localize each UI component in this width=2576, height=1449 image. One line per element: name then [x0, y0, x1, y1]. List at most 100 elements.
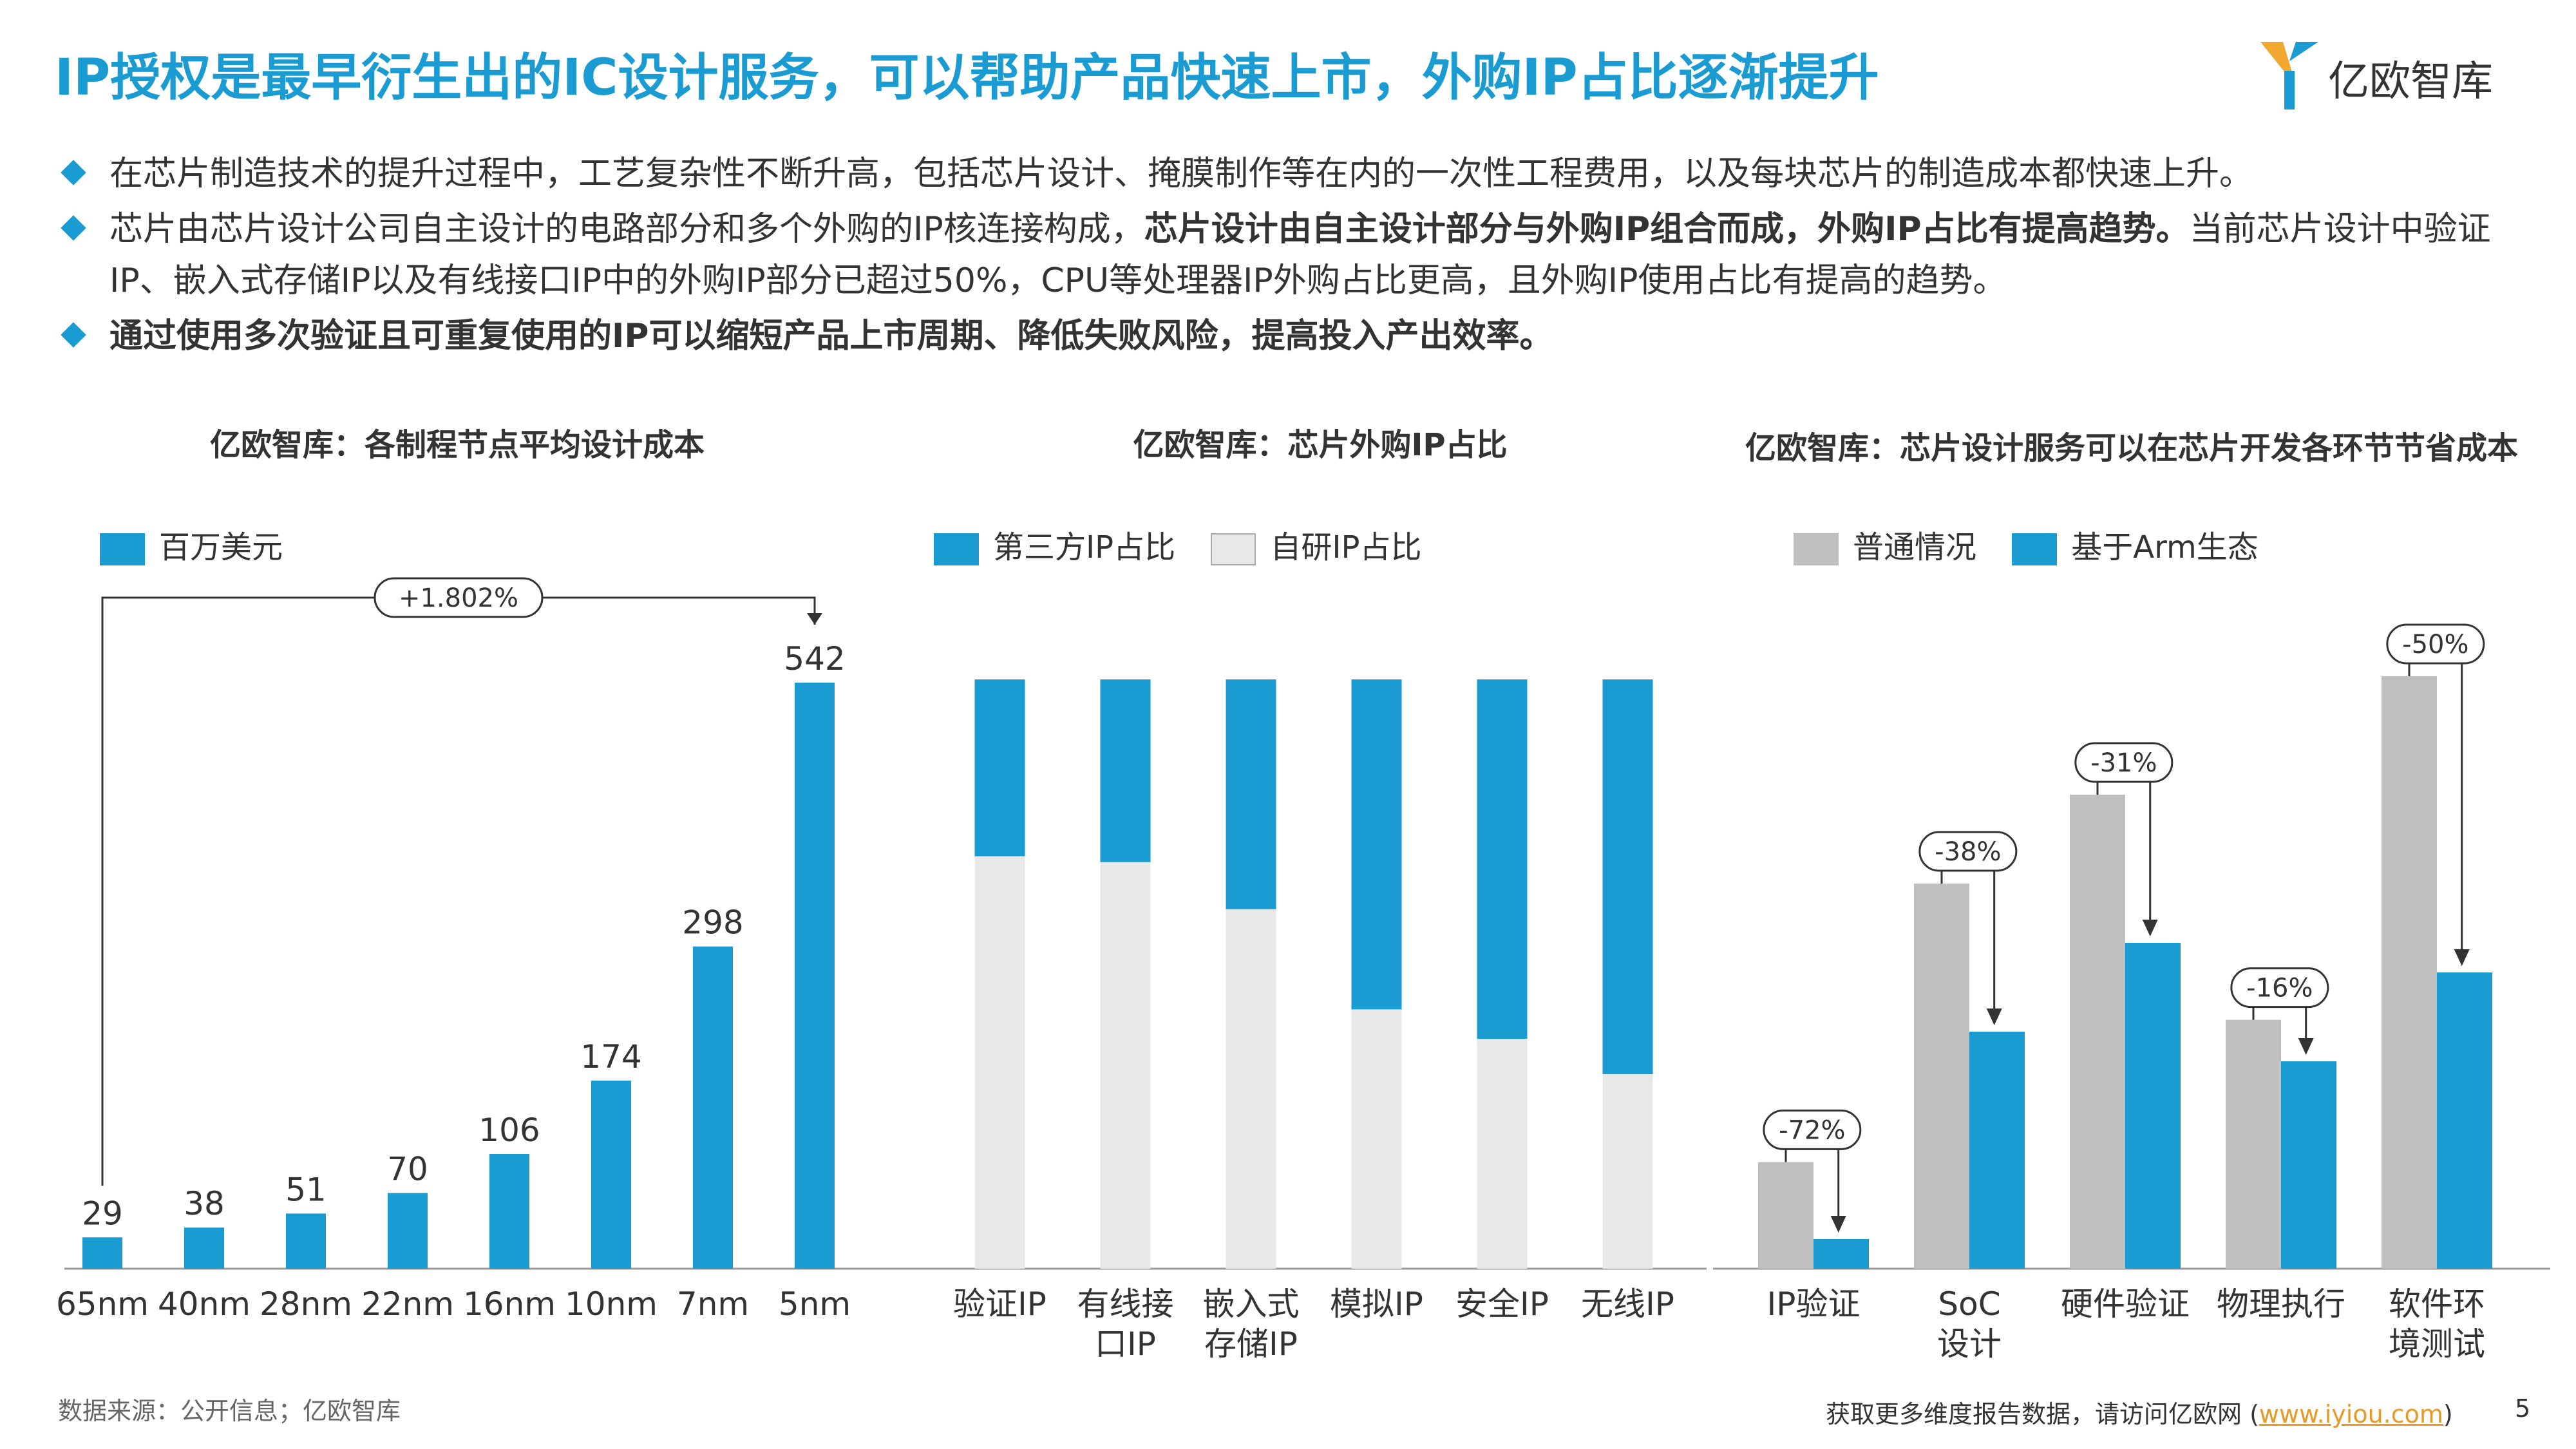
- chart3-legend: 普通情况 基于Arm生态: [1794, 522, 2284, 567]
- page-title: IP授权是最早衍生出的IC设计服务，可以帮助产品快速上市，外购IP占比逐渐提升: [55, 49, 1879, 107]
- saving-badge: [1918, 831, 2018, 872]
- data-label: 51: [285, 1171, 327, 1208]
- arrow-head-icon: [1830, 1216, 1846, 1233]
- data-label: 174: [580, 1038, 641, 1075]
- saving-annotation: -31%: [2090, 748, 2157, 778]
- arrow-head-icon: [2142, 920, 2158, 936]
- bar-self-ip: [1602, 1074, 1653, 1269]
- bullet-bold-text: 芯片设计由自主设计部分与外购IP组合而成，外购IP占比有提高趋势。: [1144, 210, 2190, 249]
- category-label: 模拟IP: [1330, 1285, 1423, 1323]
- diamond-bullet-icon: [61, 322, 86, 348]
- bar-third-party-ip: [1226, 679, 1276, 909]
- saving-annotation: -16%: [2246, 974, 2313, 1003]
- saving-badge: [1763, 1109, 1862, 1150]
- legend-item: 自研IP占比: [1211, 522, 1421, 567]
- page-number: 5: [2515, 1394, 2531, 1423]
- category-label: 验证IP: [953, 1285, 1046, 1323]
- saving-badge: [2230, 967, 2329, 1009]
- legend-item: 普通情况: [1794, 522, 1976, 567]
- arrow-head-icon: [1986, 1009, 2002, 1025]
- legend-label: 普通情况: [1853, 529, 1977, 565]
- bar: [591, 1080, 631, 1269]
- legend-label: 自研IP占比: [1270, 529, 1422, 565]
- arrow-head-icon: [2298, 1038, 2314, 1055]
- growth-annotation: +1.802%: [399, 583, 518, 613]
- chart2-svg: 验证IP 有线接口IP 嵌入式存储IP 模拟IP 安全IP 无线IP: [908, 679, 1707, 1363]
- bar-normal: [1758, 1162, 1814, 1269]
- bullet-bold-text: 通过使用多次验证且可重复使用的IP可以缩短产品上市周期、降低失败风险，提高投入产…: [109, 317, 1553, 355]
- arrow-head-icon: [2454, 949, 2470, 966]
- bar-self-ip: [974, 856, 1025, 1269]
- diamond-bullet-icon: [61, 215, 86, 241]
- category-label: 5nm: [779, 1285, 851, 1323]
- bar-third-party-ip: [1100, 679, 1151, 862]
- saving-annotation: -72%: [1779, 1115, 1845, 1145]
- legend-swatch: [1211, 533, 1256, 565]
- bullet-text: 在芯片制造技术的提升过程中，工艺复杂性不断升高，包括芯片设计、掩膜制作等在内的一…: [109, 155, 2253, 193]
- category-label: 40nm: [158, 1285, 251, 1323]
- bar-normal: [1914, 884, 1969, 1269]
- bar: [184, 1227, 224, 1269]
- bar-normal: [2226, 1019, 2281, 1269]
- chart3-svg: -72% IP验证 -38% SoC 设计 -31% 硬件验证 -16% 物理执行 -50% 软件环…: [1713, 623, 2550, 1363]
- website-link[interactable]: www.iyiou.com: [2259, 1400, 2443, 1428]
- category-label: 10nm: [565, 1285, 658, 1323]
- data-label: 38: [184, 1185, 225, 1222]
- growth-badge: [374, 577, 544, 618]
- logo: 亿欧智库: [2257, 35, 2541, 119]
- category-label: 嵌入式存储IP: [1203, 1285, 1300, 1363]
- chart2-legend: 第三方IP占比 自研IP占比: [934, 522, 1447, 567]
- bullet-item: 在芯片制造技术的提升过程中，工艺复杂性不断升高，包括芯片设计、掩膜制作等在内的一…: [58, 148, 2544, 200]
- legend-swatch: [1794, 533, 1839, 565]
- bullet-item: 通过使用多次验证且可重复使用的IP可以缩短产品上市周期、降低失败风险，提高投入产…: [58, 310, 2544, 362]
- legend-label: 基于Arm生态: [2071, 529, 2259, 565]
- logo-mark-icon: [2260, 42, 2318, 109]
- legend-item: 基于Arm生态: [2012, 522, 2259, 567]
- bullet-list: 在芯片制造技术的提升过程中，工艺复杂性不断升高，包括芯片设计、掩膜制作等在内的一…: [58, 148, 2544, 366]
- saving-annotation: -38%: [1935, 837, 2001, 867]
- bar: [388, 1193, 428, 1269]
- bar-normal: [2382, 676, 2437, 1269]
- chart1-legend: 百万美元: [100, 522, 308, 567]
- legend-item: 第三方IP占比: [934, 522, 1175, 567]
- bar: [489, 1154, 529, 1269]
- category-label: 硬件验证: [2061, 1285, 2190, 1323]
- data-label: 298: [682, 904, 743, 942]
- saving-annotation: -50%: [2402, 630, 2468, 659]
- chart1-title: 亿欧智库：各制程节点平均设计成本: [209, 427, 705, 463]
- chart2-title: 亿欧智库：芯片外购IP占比: [1133, 427, 1508, 463]
- data-label: 542: [784, 640, 845, 677]
- footer-link-text: 获取更多维度报告数据，请访问亿欧网 (www.iyiou.com): [1826, 1394, 2453, 1430]
- logo-text: 亿欧智库: [2328, 58, 2493, 106]
- data-label: 70: [387, 1150, 428, 1188]
- legend-swatch: [100, 533, 145, 565]
- bar-third-party-ip: [974, 679, 1025, 857]
- bar: [795, 683, 835, 1269]
- data-source: 数据来源：公开信息；亿欧智库: [58, 1397, 401, 1425]
- diamond-bullet-icon: [61, 160, 86, 185]
- bullet-text: 芯片由芯片设计公司自主设计的电路部分和多个外购的IP核连接构成，: [109, 210, 1144, 249]
- bar-self-ip: [1351, 1009, 1402, 1269]
- legend-item: 百万美元: [100, 522, 283, 567]
- category-label: 安全IP: [1455, 1285, 1549, 1323]
- bar-arm: [2437, 972, 2492, 1269]
- data-label: 106: [478, 1112, 540, 1149]
- category-label: 软件环境测试: [2389, 1285, 2485, 1363]
- bar-third-party-ip: [1602, 679, 1653, 1075]
- footer-link-prefix: 获取更多维度报告数据，请访问亿欧网 (: [1826, 1400, 2259, 1428]
- category-label: 物理执行: [2217, 1285, 2345, 1323]
- category-label: IP验证: [1767, 1285, 1861, 1323]
- bar: [693, 946, 733, 1269]
- category-label: SoC 设计: [1937, 1285, 2002, 1363]
- chart1-svg: 29 65nm 38 40nm 51 28nm 70 22nm 106 16nm 174 10nm 29…: [58, 577, 908, 1323]
- bar-third-party-ip: [1477, 679, 1528, 1039]
- legend-swatch: [2012, 533, 2058, 565]
- bar-arm: [2125, 943, 2181, 1269]
- bar-self-ip: [1477, 1039, 1528, 1269]
- arrow-head-icon: [807, 613, 822, 625]
- category-label: 28nm: [260, 1285, 352, 1323]
- saving-badge: [2074, 742, 2174, 783]
- legend-label: 百万美元: [159, 529, 283, 565]
- bar-third-party-ip: [1351, 679, 1402, 1010]
- category-label: 7nm: [677, 1285, 749, 1323]
